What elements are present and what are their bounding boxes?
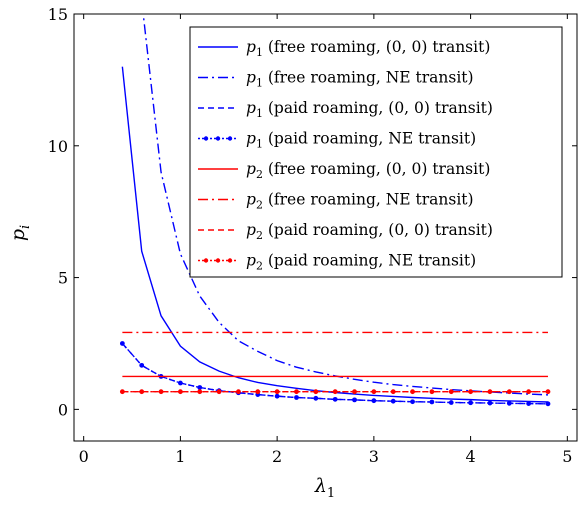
series-8-point — [158, 389, 164, 395]
series-4-point — [139, 362, 145, 368]
series-4-point — [506, 400, 512, 406]
series-4-point — [410, 399, 415, 405]
series-8-point — [410, 389, 415, 395]
series-4-point — [197, 385, 203, 390]
y-tick-label: 10 — [48, 137, 68, 156]
x-axis-label: λ1 — [314, 475, 335, 501]
series-8-point — [294, 389, 299, 395]
series-8-point — [332, 389, 338, 395]
series-4-point — [352, 397, 357, 403]
series-8-point — [487, 389, 493, 395]
series-4-point — [487, 400, 493, 406]
legend-box — [189, 26, 563, 278]
series-8-point — [274, 389, 280, 395]
series-8-point — [236, 389, 241, 395]
series-8-point — [371, 389, 377, 395]
series-4-point — [332, 396, 338, 402]
series-line-3 — [121, 343, 548, 405]
series-4-point — [274, 393, 280, 399]
plot-frame — [73, 13, 578, 442]
x-tick-label: 4 — [466, 447, 476, 466]
legend-marker — [215, 258, 221, 263]
legend-marker — [227, 258, 233, 263]
series-8-point — [216, 389, 222, 395]
series-8-point — [178, 389, 183, 395]
legend-label-3: p1 (paid roaming, (0, 0) transit) — [246, 99, 493, 120]
series-layer — [119, 14, 551, 407]
x-tick-label: 0 — [79, 447, 89, 466]
series-8-point — [313, 389, 319, 395]
series-4-point — [294, 395, 299, 400]
y-tick-label: 5 — [58, 269, 68, 288]
series-8-point — [468, 389, 473, 395]
y-axis-label: pi — [7, 225, 33, 241]
series-4-point — [178, 380, 183, 386]
legend-label-2: p1 (free roaming, NE transit) — [246, 69, 474, 90]
series-8-point — [506, 389, 512, 395]
legend-marker — [227, 136, 233, 141]
legend-label-8: p2 (paid roaming, NE transit) — [246, 252, 476, 273]
series-4-point — [429, 399, 435, 405]
axis-ticks: 0 1 2 3 4 5 0 5 10 15 — [48, 5, 577, 466]
y-tick-label: 15 — [48, 5, 68, 24]
series-4-point — [390, 398, 396, 404]
legend-label-7: p2 (paid roaming, (0, 0) transit) — [246, 221, 493, 242]
legend-label-4: p1 (paid roaming, NE transit) — [246, 130, 476, 151]
series-8-point — [119, 389, 125, 395]
series-4-point — [119, 341, 125, 346]
legend-marker — [203, 258, 209, 263]
series-8-point — [429, 389, 435, 395]
x-tick-label: 5 — [562, 447, 572, 466]
series-8-point — [139, 389, 145, 395]
series-8-point — [390, 389, 396, 395]
series-8-point — [526, 389, 532, 395]
series-8-point — [197, 389, 203, 395]
series-4-point — [371, 398, 377, 404]
series-4-point — [448, 400, 454, 405]
series-8-point — [545, 389, 551, 395]
x-tick-label: 2 — [272, 447, 282, 466]
series-4-point — [526, 401, 532, 406]
legend-marker — [203, 136, 209, 141]
legend-label-5: p2 (free roaming, (0, 0) transit) — [246, 160, 490, 181]
y-tick-label: 0 — [58, 400, 68, 419]
series-line-4 — [121, 343, 548, 405]
series-4-point — [313, 395, 319, 401]
series-8-point — [448, 389, 454, 395]
legend: p1 (free roaming, (0, 0) transit) p1 (fre… — [189, 26, 563, 278]
legend-marker — [215, 136, 221, 141]
series-4-point — [545, 401, 551, 407]
series-4-point — [468, 400, 473, 406]
series-8-point — [255, 389, 261, 395]
x-tick-label: 3 — [369, 447, 379, 466]
series-8-point — [352, 389, 357, 395]
legend-label-6: p2 (free roaming, NE transit) — [246, 191, 474, 212]
x-tick-label: 1 — [175, 447, 185, 466]
legend-label-1: p1 (free roaming, (0, 0) transit) — [246, 38, 490, 59]
